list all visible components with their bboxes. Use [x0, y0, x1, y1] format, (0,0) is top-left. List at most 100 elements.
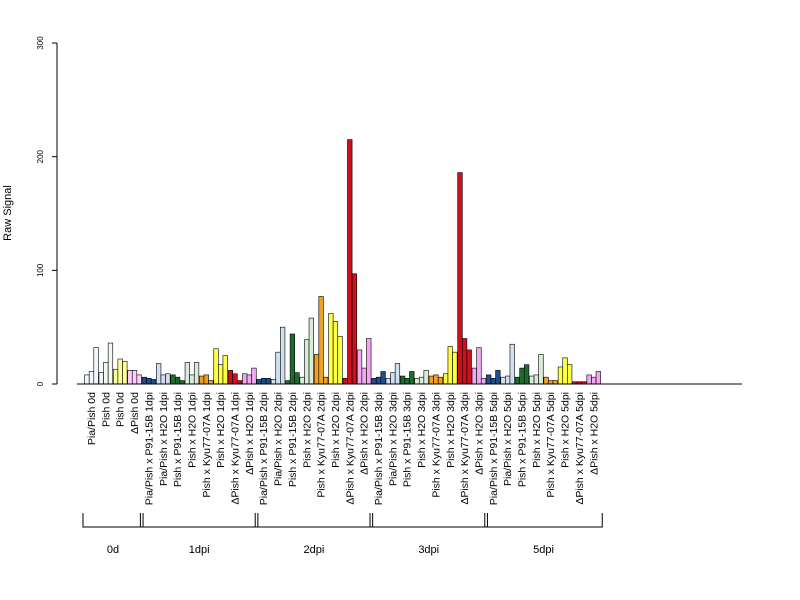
bar [495, 370, 501, 385]
bar [486, 374, 492, 385]
bar-group [127, 370, 142, 385]
bar [150, 379, 157, 385]
bar [189, 374, 195, 385]
bar-group [443, 346, 458, 385]
bar [84, 374, 90, 385]
bar [156, 363, 162, 385]
bar [294, 372, 300, 385]
bars [84, 139, 601, 385]
y-axis: 0 100 200 300 [36, 36, 58, 386]
bar [505, 375, 511, 385]
x-tick-label: Pia/Pish x P91-15B 3dpi [373, 392, 385, 505]
x-tick-label: Pish x Kyu77-07A 2dpi [316, 392, 328, 498]
bar [443, 373, 449, 385]
bar [193, 362, 200, 385]
bar [404, 378, 410, 385]
bar-group [356, 338, 372, 385]
x-tick-label: ΔPish x H2O 1dpi [244, 392, 256, 475]
y-tick-label: 300 [36, 36, 45, 50]
bar-group [399, 371, 415, 385]
bar [275, 351, 281, 385]
bar-group [242, 367, 257, 385]
bar [366, 338, 372, 385]
bar-group [371, 371, 386, 385]
bar [213, 348, 219, 385]
bar [371, 378, 377, 385]
group-label: 2dpi [304, 544, 325, 556]
x-tick-label: Pia/Pish x H2O 1dpi [158, 392, 170, 486]
bar [347, 139, 353, 385]
bar [480, 378, 487, 385]
x-tick-label: Pia/Pish x H2O 2dpi [273, 392, 285, 486]
bar [591, 376, 597, 385]
bar [270, 379, 277, 385]
group-bracket: 1dpi [139, 513, 259, 556]
x-tick-label: Pish 0d [115, 392, 127, 427]
group-label: 3dpi [418, 544, 439, 556]
bar [93, 347, 99, 385]
x-tick-label: Pia/Pish x H2O 5dpi [502, 392, 514, 486]
bar [122, 360, 128, 385]
bar [437, 376, 444, 385]
bar-group [84, 347, 99, 385]
bar-group [586, 371, 601, 385]
bar [261, 378, 267, 385]
bar [519, 367, 525, 385]
bar [447, 346, 453, 385]
bar [538, 354, 544, 385]
bar [251, 367, 257, 385]
bar [552, 380, 558, 385]
bar [232, 373, 238, 385]
bar [514, 376, 520, 385]
bar [313, 354, 320, 385]
bar-group [170, 374, 185, 385]
bar-group [113, 358, 128, 385]
bar [98, 372, 104, 385]
bar [131, 370, 138, 385]
bar-group [270, 326, 286, 385]
bar-group [514, 364, 530, 385]
bar [380, 371, 386, 385]
bar [356, 349, 363, 385]
bar [399, 375, 406, 385]
bar [418, 376, 425, 385]
bar [500, 376, 506, 385]
bar [567, 364, 573, 385]
bar-group [471, 347, 487, 385]
group-bracket: 0d [82, 513, 144, 556]
group-label: 5dpi [533, 544, 554, 556]
bar [170, 374, 176, 385]
bar [394, 363, 401, 385]
bar [332, 321, 339, 385]
bar [457, 172, 463, 385]
x-tick-label: Pish x P91-15B 5dpi [517, 392, 529, 487]
bar [285, 380, 291, 385]
x-tick-label: Pish x H2O 1dpi [215, 392, 227, 468]
bracket-line [139, 513, 259, 528]
bar [562, 357, 568, 385]
x-tick-label: Pish 0d [100, 392, 112, 427]
x-tick-label: Pish x H2O 5dpi [560, 392, 572, 468]
bar-group [141, 376, 157, 385]
x-tick-label: Pish x P91-15B 2dpi [287, 392, 299, 487]
bar [184, 362, 190, 385]
y-tick-label: 0 [36, 381, 45, 386]
bar [543, 376, 549, 385]
x-tick-label: Pish x H2O 1dpi [186, 392, 198, 468]
bar-group [299, 317, 314, 385]
bar [280, 326, 286, 385]
bar-group [486, 370, 501, 385]
bar [595, 371, 601, 385]
bar-group [557, 357, 573, 385]
bar-group [342, 139, 358, 385]
bar [308, 317, 314, 385]
bar [361, 367, 367, 385]
bar-group [213, 348, 228, 385]
bar [136, 374, 142, 385]
bar [146, 378, 152, 385]
group-bracket: 2dpi [254, 513, 374, 556]
x-tick-label: Pish x Kyu77-07A 5dpi [545, 392, 557, 498]
bar [222, 355, 228, 385]
bar-group [428, 374, 444, 385]
group-bracket: 5dpi [484, 513, 603, 556]
